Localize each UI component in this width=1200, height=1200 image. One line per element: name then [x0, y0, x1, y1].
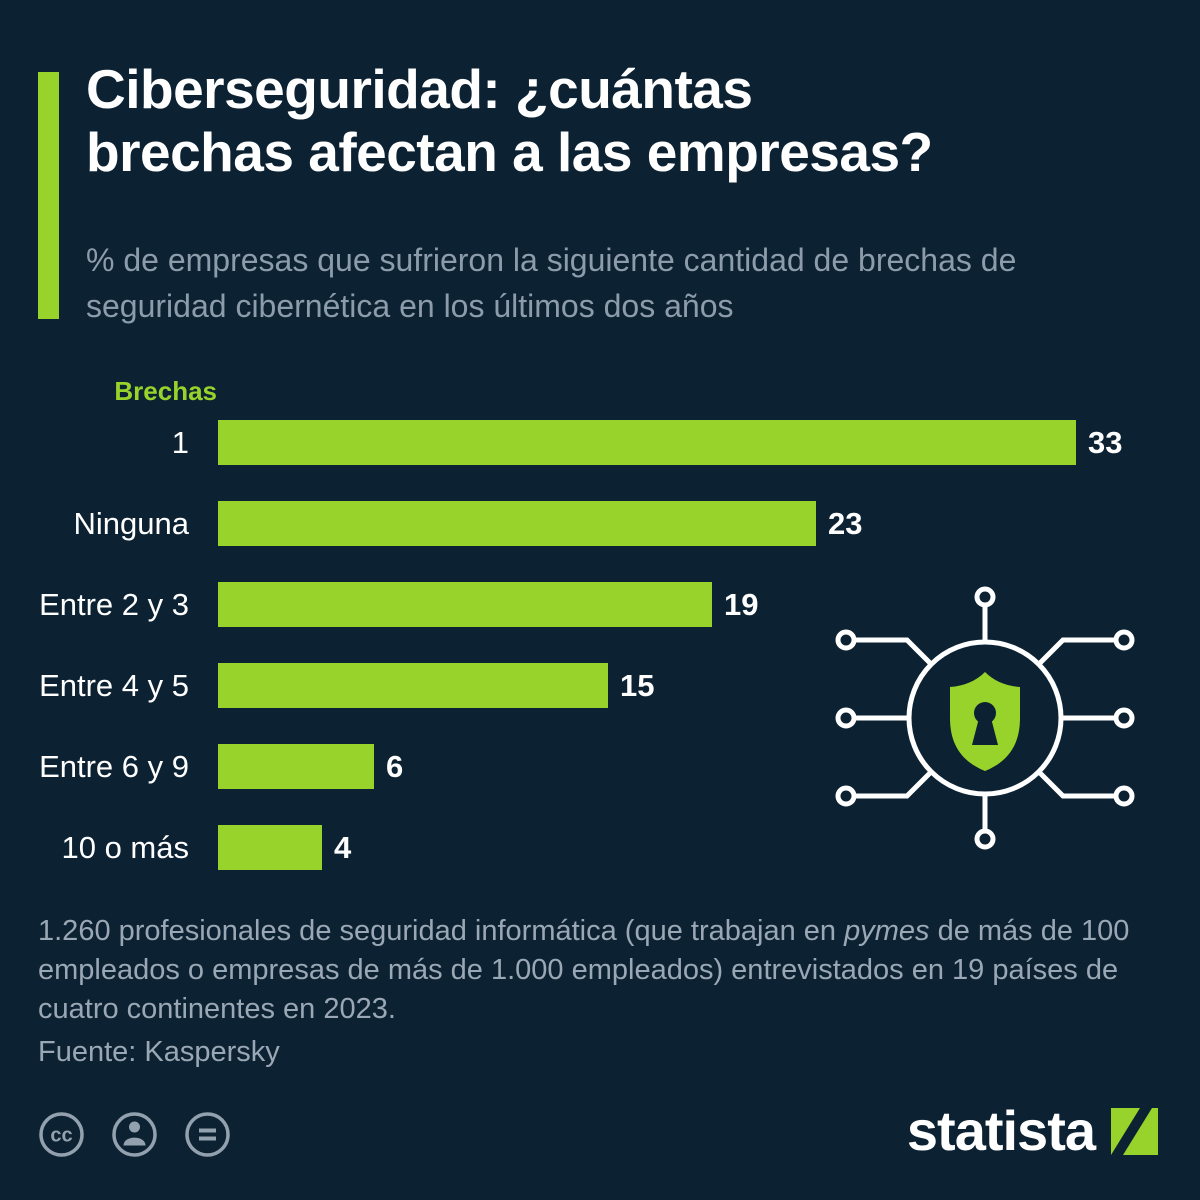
bar-row: Ninguna 23 [0, 501, 1200, 546]
page-title: Ciberseguridad: ¿cuántas brechas afectan… [86, 58, 933, 184]
bar-area: 23 [218, 501, 862, 546]
bar-area: 6 [218, 744, 403, 789]
statista-branding[interactable]: statista [907, 1103, 1158, 1159]
bar-area: 15 [218, 663, 654, 708]
bar-category-label: 10 o más [61, 829, 189, 865]
bar-value-label: 19 [724, 586, 759, 622]
bar-area: 19 [218, 582, 758, 627]
bar-category-label: Entre 6 y 9 [39, 748, 189, 784]
bar-row: Entre 6 y 9 6 [0, 744, 1200, 789]
title-accent-bar [38, 72, 59, 319]
bar [218, 582, 712, 627]
bar-row: 1 33 [0, 420, 1200, 465]
subtitle: % de empresas que sufrieron la siguiente… [86, 242, 1017, 324]
page-title-line-2: brechas afectan a las empresas? [86, 121, 933, 183]
license-icons: cc [38, 1111, 231, 1158]
survey-note: 1.260 profesionales de seguridad informá… [38, 912, 1138, 1029]
bar-value-label: 23 [828, 505, 863, 541]
statista-logo-text: statista [906, 1099, 1096, 1162]
cc-no-derivatives-icon[interactable] [184, 1111, 231, 1158]
bar-value-label: 6 [386, 748, 404, 784]
bar-value-label: 4 [334, 829, 352, 865]
bar [218, 663, 608, 708]
bar-value-label: 33 [1088, 424, 1123, 460]
bar-chart-rows: 1 33 Ninguna 23 Entre 2 y 3 19 Entre 4 y 5 15 En… [0, 420, 1200, 906]
cc-license-icon[interactable]: cc [38, 1111, 85, 1158]
survey-note-italic: pymes [844, 915, 930, 947]
statista-logo-mark-icon [1111, 1107, 1158, 1155]
bar-category-label: Ninguna [73, 505, 189, 541]
network-security-shield-icon [813, 566, 1157, 881]
bar [218, 501, 816, 546]
page-title-line-1: Ciberseguridad: ¿cuántas [86, 58, 753, 120]
bar-category-label: Entre 2 y 3 [39, 586, 189, 622]
bar [218, 825, 322, 870]
bar-area: 33 [218, 420, 1122, 465]
bar [218, 420, 1076, 465]
bar-row: 10 o más 4 [0, 825, 1200, 870]
bar-category-label: 1 [171, 424, 189, 460]
bar-category-label: Entre 4 y 5 [39, 667, 189, 703]
bar-value-label: 15 [620, 667, 655, 703]
cc-attribution-icon[interactable] [111, 1111, 158, 1158]
bar-area: 4 [218, 825, 351, 870]
chart-legend-label: Brechas [114, 376, 217, 406]
bar [218, 744, 374, 789]
survey-note-text-1: 1.260 profesionales de seguridad informá… [38, 915, 845, 947]
bar-row: Entre 2 y 3 19 [0, 582, 1200, 627]
source-label: Fuente: Kaspersky [38, 1036, 280, 1068]
survey-note-text-2: de más de 100 empleados o empresas de má… [38, 915, 1130, 1025]
svg-text:cc: cc [50, 1125, 72, 1147]
bar-row: Entre 4 y 5 15 [0, 663, 1200, 708]
